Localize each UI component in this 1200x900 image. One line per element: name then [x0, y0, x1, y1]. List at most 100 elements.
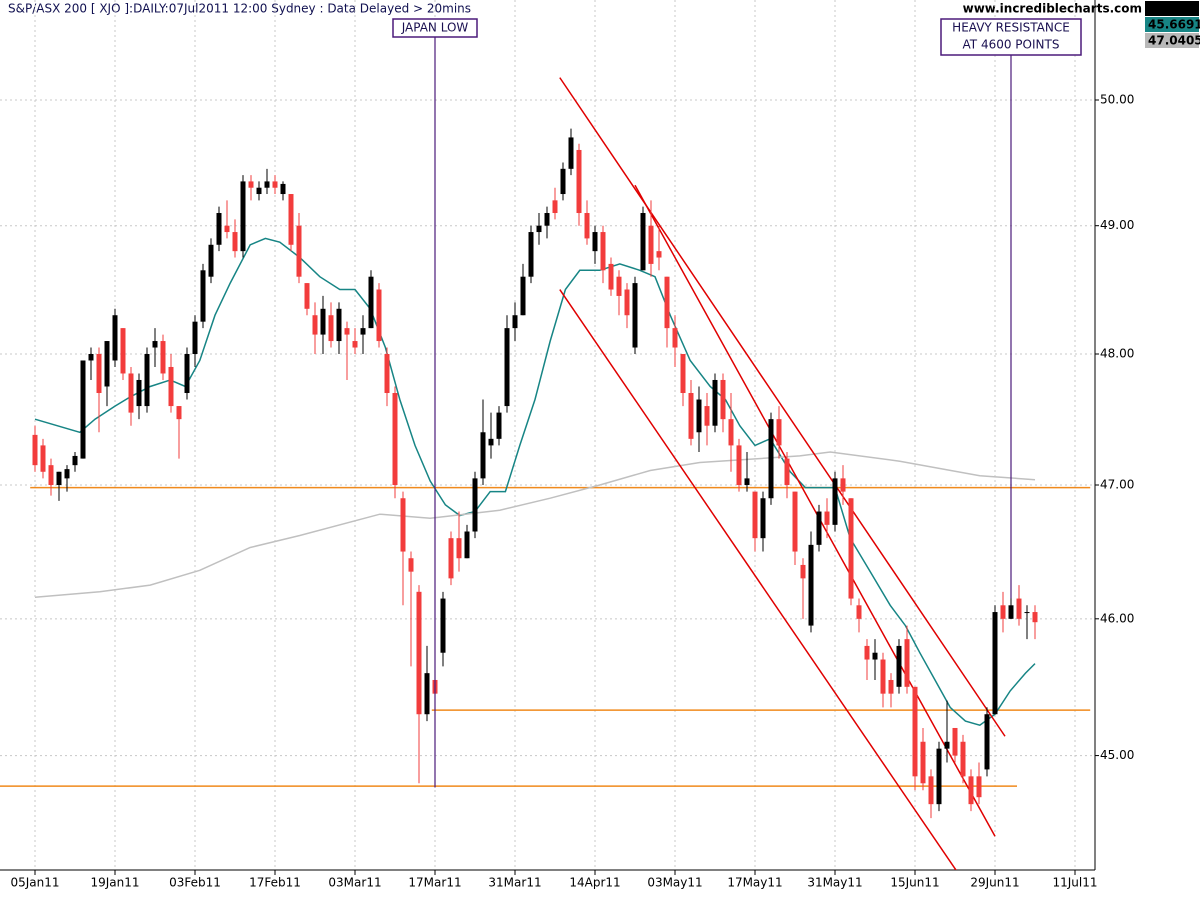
x-tick-label: 17May11	[727, 876, 782, 890]
candle-body	[448, 538, 454, 579]
candle-body	[288, 194, 294, 245]
candle-body	[112, 315, 118, 361]
y-tick-label: 49.00	[1100, 218, 1134, 232]
candle-body	[392, 393, 398, 485]
candle-body	[528, 232, 534, 277]
candle-body	[104, 341, 110, 387]
candle-body	[896, 645, 902, 687]
plot-area	[0, 0, 1095, 870]
trend-line	[559, 289, 957, 870]
candle-body	[656, 251, 662, 258]
candle-body	[776, 419, 782, 446]
annotation-text: JAPAN LOW	[401, 21, 469, 35]
candle-body	[368, 276, 374, 329]
candle-body	[416, 591, 422, 715]
candle-body	[72, 455, 78, 466]
trend-line	[559, 77, 1006, 737]
x-tick-label: 03Mar11	[328, 876, 381, 890]
candle-body	[120, 328, 126, 374]
candle-body	[240, 181, 246, 252]
candle-body	[152, 341, 158, 348]
candle-body	[504, 328, 510, 407]
candle-body	[984, 714, 990, 770]
candle-body	[272, 181, 278, 188]
candle-body	[1016, 598, 1022, 619]
candle-body	[864, 645, 870, 660]
candle-body	[824, 511, 830, 525]
chart-title: S&P/ASX 200 [ XJO ]:DAILY:07Jul2011 12:0…	[8, 2, 471, 16]
candle-body	[912, 686, 918, 777]
x-tick-label: 03May11	[647, 876, 702, 890]
candle-body	[704, 406, 710, 426]
candle-body	[664, 276, 670, 329]
candle-body	[168, 366, 174, 407]
candle-body	[96, 353, 102, 394]
candle-body	[920, 741, 926, 784]
candle-body	[960, 741, 966, 777]
candle-body	[352, 341, 358, 348]
candle-body	[1024, 612, 1030, 614]
candle-body	[480, 432, 486, 479]
y-tick-label: 47.00	[1100, 477, 1134, 491]
y-tick-label: 46.00	[1100, 611, 1134, 625]
value-box	[1145, 1, 1199, 16]
site-url: www.incrediblecharts.com	[963, 2, 1142, 16]
candle-body	[472, 478, 478, 532]
moving-average	[34, 237, 1036, 727]
candle-body	[144, 353, 150, 407]
annotation-text: HEAVY RESISTANCE	[952, 21, 1070, 35]
candle-body	[968, 776, 974, 805]
candle-body	[544, 213, 550, 226]
x-tick-label: 17Mar11	[408, 876, 461, 890]
candle-body	[496, 412, 502, 439]
candle-body	[384, 353, 390, 394]
candle-body	[904, 639, 910, 687]
candle-body	[520, 276, 526, 316]
candle-body	[632, 283, 638, 348]
candle-body	[992, 612, 998, 715]
candle-body	[848, 498, 854, 599]
candle-body	[312, 315, 318, 335]
x-tick-label: 29Jun11	[970, 876, 1019, 890]
x-tick-label: 14Apr11	[569, 876, 620, 890]
candle-body	[784, 458, 790, 485]
x-tick-label: 05Jan11	[10, 876, 59, 890]
x-tick-label: 31Mar11	[488, 876, 541, 890]
candle-body	[56, 471, 62, 485]
candle-body	[136, 379, 142, 407]
candle-body	[424, 673, 430, 715]
candle-body	[176, 406, 182, 420]
candle-body	[1032, 612, 1038, 623]
candle-body	[296, 225, 302, 277]
candle-body	[928, 776, 934, 805]
candle-body	[792, 491, 798, 552]
annotation-text: AT 4600 POINTS	[963, 38, 1060, 52]
candle-body	[552, 200, 558, 214]
candle-body	[872, 652, 878, 660]
annotation-box	[940, 18, 1082, 56]
y-tick-label: 45.00	[1100, 748, 1134, 762]
candle-body	[936, 748, 942, 805]
candle-body	[456, 538, 462, 559]
x-tick-label: 19Jan11	[90, 876, 139, 890]
candle-body	[64, 469, 70, 479]
annotation-box	[392, 18, 478, 38]
candle-body	[680, 353, 686, 394]
candle-body	[88, 353, 94, 361]
candle-body	[944, 741, 950, 749]
candle-body	[512, 315, 518, 329]
candle-body	[744, 478, 750, 485]
candle-body	[728, 419, 734, 446]
candle-body	[952, 727, 958, 756]
x-tick-label: 15Jun11	[890, 876, 939, 890]
candle-body	[32, 434, 38, 466]
x-tick-label: 03Feb11	[169, 876, 221, 890]
candle-body	[216, 213, 222, 245]
candle-body	[800, 564, 806, 579]
candle-body	[568, 137, 574, 169]
candle-body	[832, 478, 838, 525]
candle-body	[224, 225, 230, 233]
value-box	[1145, 17, 1199, 32]
candle-body	[440, 598, 446, 653]
candle-body	[712, 379, 718, 426]
